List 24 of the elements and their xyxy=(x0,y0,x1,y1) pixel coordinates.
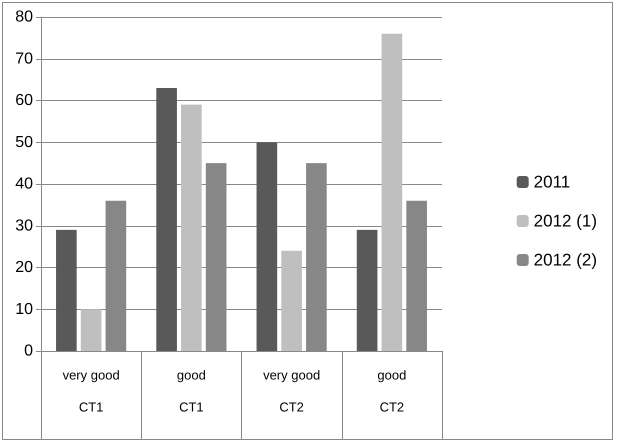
bar xyxy=(356,230,378,351)
y-tick-label: 20 xyxy=(15,259,34,276)
category-label: good CT1 xyxy=(176,368,206,414)
legend-label: 2012 (1) xyxy=(534,212,598,230)
y-tick-label: 60 xyxy=(15,92,34,109)
legend-label: 2011 xyxy=(534,172,570,192)
legend-label: 2012 (2) xyxy=(534,250,598,270)
bar xyxy=(256,142,278,351)
bar xyxy=(281,250,302,351)
category-label: good CT2 xyxy=(377,368,406,414)
category-label: very good CT2 xyxy=(263,368,320,414)
bar xyxy=(181,104,202,351)
y-tick-label: 0 xyxy=(24,342,34,360)
category-label: very good CT1 xyxy=(62,368,120,414)
bar xyxy=(382,34,402,351)
y-tick-label: 80 xyxy=(15,8,34,26)
y-tick-label: 10 xyxy=(15,300,34,318)
y-tick-label: 40 xyxy=(15,176,34,192)
bar xyxy=(156,88,177,351)
bar xyxy=(56,230,77,351)
y-tick-label: 30 xyxy=(15,217,34,234)
y-tick-label: 70 xyxy=(15,50,34,68)
bar xyxy=(80,309,102,351)
y-tick-label: 50 xyxy=(15,134,34,151)
